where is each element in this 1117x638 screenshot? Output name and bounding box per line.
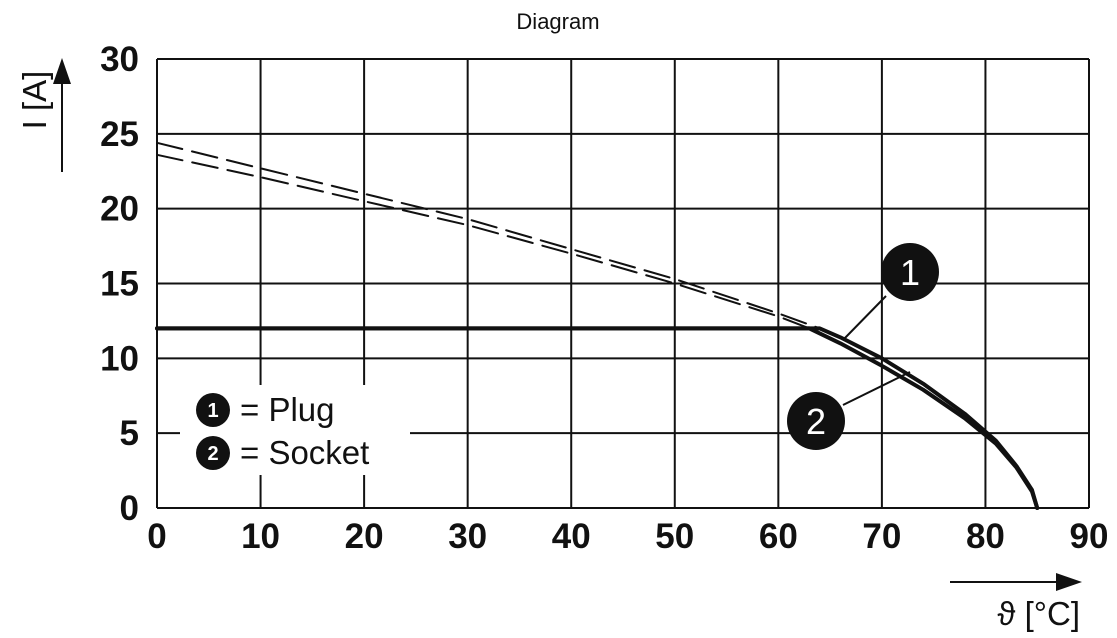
series-1-dashed-line	[156, 141, 821, 330]
x-axis-label: ϑ [°C]	[997, 595, 1080, 632]
chart-title: Diagram	[516, 9, 599, 34]
y-tick-label-15: 15	[100, 265, 139, 304]
y-tick-labels: 0 5 10 15 20 25 30	[100, 40, 139, 528]
callout-2-badge	[787, 392, 845, 450]
x-axis-arrow-head	[1056, 573, 1082, 591]
x-tick-label-0: 0	[147, 517, 166, 556]
x-tick-label-50: 50	[655, 517, 694, 556]
series-group	[155, 141, 1040, 510]
x-tick-label-10: 10	[241, 517, 280, 556]
x-tick-label-40: 40	[552, 517, 591, 556]
x-tick-label-70: 70	[862, 517, 901, 556]
callouts: 1 2	[787, 243, 939, 450]
y-tick-label-0: 0	[120, 489, 139, 528]
legend-marker-socket	[196, 436, 230, 470]
legend: 1 = Plug 2 = Socket	[180, 385, 410, 475]
x-tick-label-60: 60	[759, 517, 798, 556]
callout-1-leader	[842, 295, 887, 341]
legend-marker-socket-number: 2	[207, 443, 218, 465]
legend-label-socket: = Socket	[240, 434, 369, 471]
y-tick-label-20: 20	[100, 190, 139, 229]
callout-2-leader	[842, 371, 911, 406]
x-tick-label-30: 30	[448, 517, 487, 556]
y-tick-label-10: 10	[100, 339, 139, 378]
series-2-dashed-line	[156, 153, 811, 330]
y-axis-label-group: I [A]	[16, 58, 71, 172]
y-axis-arrow-head	[53, 58, 71, 84]
y-tick-label-30: 30	[100, 40, 139, 79]
y-tick-label-5: 5	[120, 414, 139, 453]
legend-marker-plug	[196, 393, 230, 427]
legend-label-plug: = Plug	[240, 391, 335, 428]
series-2-solid-line	[155, 326, 1040, 510]
x-tick-labels: 0 10 20 30 40 50 60 70 80 90	[147, 517, 1108, 556]
x-tick-label-20: 20	[345, 517, 384, 556]
x-tick-label-90: 90	[1070, 517, 1109, 556]
x-tick-label-80: 80	[966, 517, 1005, 556]
callout-2-number: 2	[806, 401, 826, 442]
callout-1-number: 1	[900, 252, 920, 293]
x-axis-label-group: ϑ [°C]	[950, 573, 1082, 632]
legend-marker-plug-number: 1	[207, 400, 218, 422]
y-axis-label: I [A]	[16, 71, 53, 130]
y-tick-label-25: 25	[100, 115, 139, 154]
callout-1-badge	[881, 243, 939, 301]
